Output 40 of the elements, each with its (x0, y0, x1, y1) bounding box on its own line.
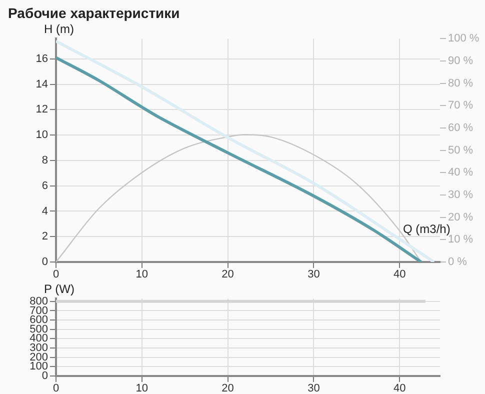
y-tick-label: 6 (42, 180, 48, 192)
y-tick-label: 800 (30, 295, 48, 308)
y-tick-label: 700 (30, 304, 48, 317)
x-tick-label: 30 (308, 382, 320, 394)
x-tick-label: 20 (222, 268, 234, 281)
y-tick-label: 14 (36, 78, 48, 90)
y-tick-label: 16 (36, 52, 48, 65)
y-tick-label: 500 (30, 323, 48, 336)
y2-tick-label: 60 % (448, 122, 474, 134)
y2-tick-label: 50 % (448, 144, 474, 156)
x-tick-label: 0 (52, 268, 60, 281)
x-axis-title: Q (m3/h) (403, 222, 450, 236)
y-tick-label: 100 (30, 360, 48, 373)
x-tick-label: 10 (136, 382, 148, 394)
chart-title: Рабочие характеристики (8, 5, 180, 21)
y2-tick-label: 90 % (448, 54, 474, 67)
y-tick-label: 400 (30, 332, 48, 345)
x-tick-label: 10 (136, 268, 148, 281)
y-tick-label: 10 (36, 129, 48, 142)
y-axis-title: H (m) (44, 22, 74, 36)
x-tick-label: 40 (394, 382, 406, 394)
y2-tick-label: 40 % (448, 166, 474, 179)
y2-tick-label: 70 % (448, 100, 474, 112)
y2-tick-label: 10 % (448, 234, 474, 246)
y-axis-title: P (W) (44, 282, 74, 296)
x-tick-label: 0 (52, 382, 60, 394)
x-tick-label: 30 (308, 268, 320, 281)
y-tick-label: 0 (42, 256, 48, 268)
y2-tick-label: 80 % (448, 77, 474, 90)
y-tick-label: 2 (42, 230, 48, 243)
x-tick-label: 40 (394, 268, 406, 281)
y-tick-label: 8 (42, 154, 48, 166)
y2-tick-label: 20 % (448, 211, 474, 224)
y-tick-label: 12 (36, 104, 48, 116)
x-tick-label: 20 (222, 382, 234, 394)
y2-tick-label: 100 % (448, 32, 480, 45)
y-tick-label: 4 (42, 205, 48, 218)
y2-tick-label: 30 % (448, 189, 474, 202)
y-tick-label: 0 (42, 370, 48, 382)
y2-tick-label: 0 % (448, 256, 468, 268)
